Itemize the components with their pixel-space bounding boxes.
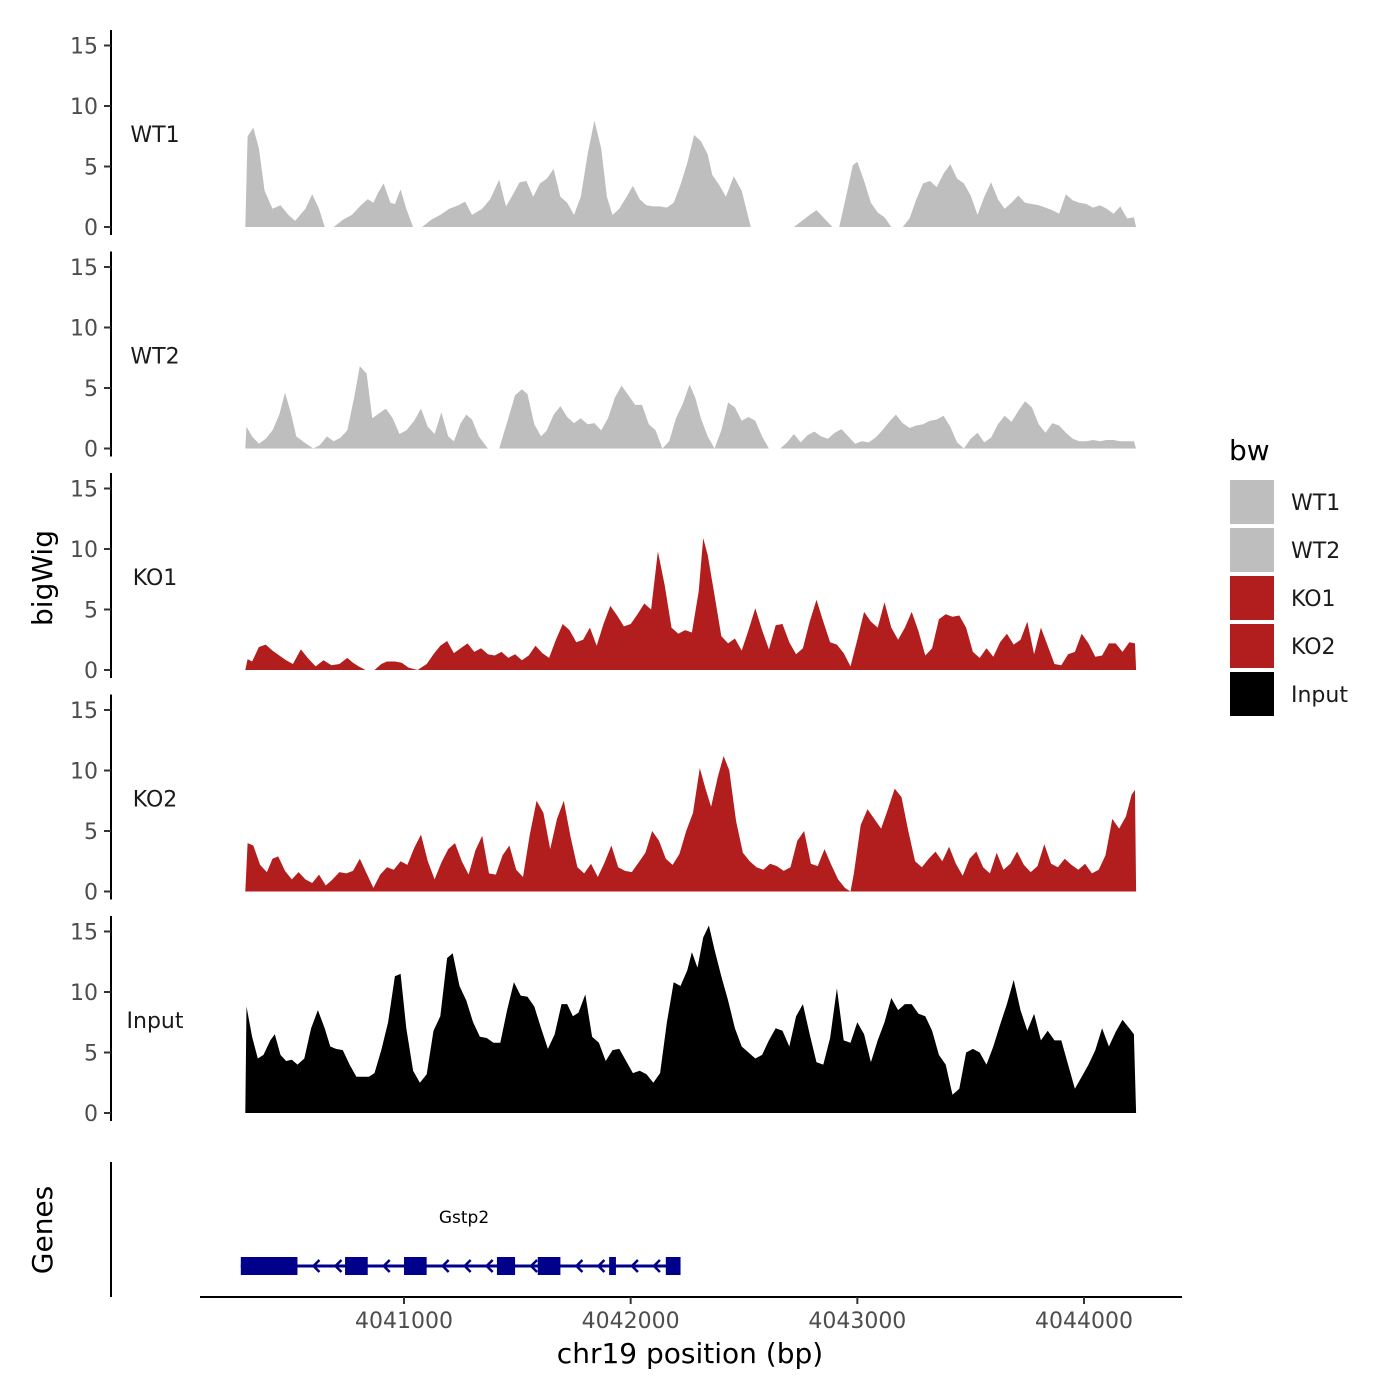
legend-swatch-wt2 (1230, 528, 1274, 572)
y-tick-label: 15 (70, 921, 98, 946)
y-tick-label: 0 (84, 438, 98, 463)
y-tick-label: 0 (84, 881, 98, 906)
gene-exon (496, 1257, 516, 1275)
strand-arrow (462, 1259, 472, 1273)
y-tick-label: 0 (84, 216, 98, 241)
gene-label: Gstp2 (439, 1208, 489, 1228)
coverage-area-wt2 (245, 366, 1137, 449)
track-ko2: 0 5 10 15 KO2 (70, 694, 1137, 906)
legend-label: WT1 (1291, 491, 1340, 516)
legend-swatch-wt1 (1230, 480, 1274, 524)
strand-arrow (596, 1259, 606, 1273)
y-tick-label: 15 (70, 699, 98, 724)
legend-swatch-input (1230, 672, 1274, 716)
strand-arrow (381, 1259, 391, 1273)
x-tick-label: 4041000 (355, 1309, 453, 1334)
strand-arrow (333, 1259, 343, 1273)
strand-arrow (630, 1259, 639, 1273)
genes-panel: Gstp2 (110, 1162, 681, 1297)
y-tick-label: 15 (70, 35, 98, 60)
y-tick-label: 10 (70, 981, 98, 1006)
y-tick-label: 10 (70, 317, 98, 342)
track-ko1: 0 5 10 15 KO1 (70, 473, 1137, 684)
legend-label: WT2 (1291, 539, 1340, 564)
y-axis-title: bigWig (26, 530, 59, 626)
x-axis-title: chr19 position (bp) (557, 1337, 823, 1370)
legend-swatch-ko2 (1230, 624, 1274, 668)
y-tick-label: 15 (70, 478, 98, 503)
track-label: WT2 (130, 345, 179, 370)
y-tick-label: 5 (84, 156, 98, 181)
legend-label: KO2 (1291, 635, 1336, 660)
y-tick-label: 0 (84, 659, 98, 684)
track-label: Input (127, 1009, 184, 1034)
legend-title: bw (1229, 434, 1270, 467)
strand-arrow (529, 1259, 538, 1273)
x-tick-label: 4043000 (808, 1309, 906, 1334)
track-input: 0 5 10 15 Input (70, 916, 1137, 1127)
coverage-area-input (245, 925, 1137, 1113)
x-axis: 4041000 4042000 4043000 4044000 (200, 1296, 1182, 1334)
y-tick-label: 10 (70, 760, 98, 785)
gene-exon (345, 1257, 368, 1275)
track-wt1: 0 5 10 15 WT1 (70, 30, 1137, 241)
y-tick-label: 10 (70, 538, 98, 563)
coverage-area-ko1 (245, 538, 1137, 670)
y-tick-label: 5 (84, 820, 98, 845)
track-wt2: 0 5 10 15 WT2 (70, 251, 1137, 463)
legend-swatch-ko1 (1230, 576, 1274, 620)
track-label: KO2 (133, 788, 178, 813)
y-tick-label: 5 (84, 599, 98, 624)
coverage-area-ko2 (245, 756, 1137, 892)
gene-exon (240, 1257, 298, 1275)
x-tick-label: 4042000 (582, 1309, 680, 1334)
legend: bw WT1 WT2 KO1 KO2 Input (1229, 434, 1348, 716)
strand-arrow (484, 1259, 494, 1273)
y-tick-label: 5 (84, 377, 98, 402)
y-tick-label: 15 (70, 256, 98, 281)
coverage-area-wt1 (245, 120, 1137, 227)
strand-arrow (574, 1259, 584, 1273)
y-tick-label: 5 (84, 1042, 98, 1067)
y-tick-label: 0 (84, 1102, 98, 1127)
y-tick-label: 10 (70, 95, 98, 120)
legend-label: KO1 (1291, 587, 1336, 612)
strand-arrow (652, 1259, 661, 1273)
gene-exon (609, 1257, 616, 1275)
gene-exon (404, 1257, 427, 1275)
gene-exon (537, 1257, 561, 1275)
tracks: 0 5 10 15 WT1 0 5 10 15 WT2 0 5 10 15 KO1 0 5 10 15 KO2 0 5 10… (70, 30, 1137, 1127)
strand-arrow (440, 1259, 450, 1273)
x-tick-label: 4044000 (1035, 1309, 1133, 1334)
gene-exon (665, 1257, 681, 1275)
genes-axis-title: Genes (26, 1186, 59, 1274)
legend-label: Input (1291, 683, 1348, 708)
track-label: KO1 (133, 566, 178, 591)
strand-arrow (311, 1259, 321, 1273)
track-label: WT1 (130, 123, 179, 148)
